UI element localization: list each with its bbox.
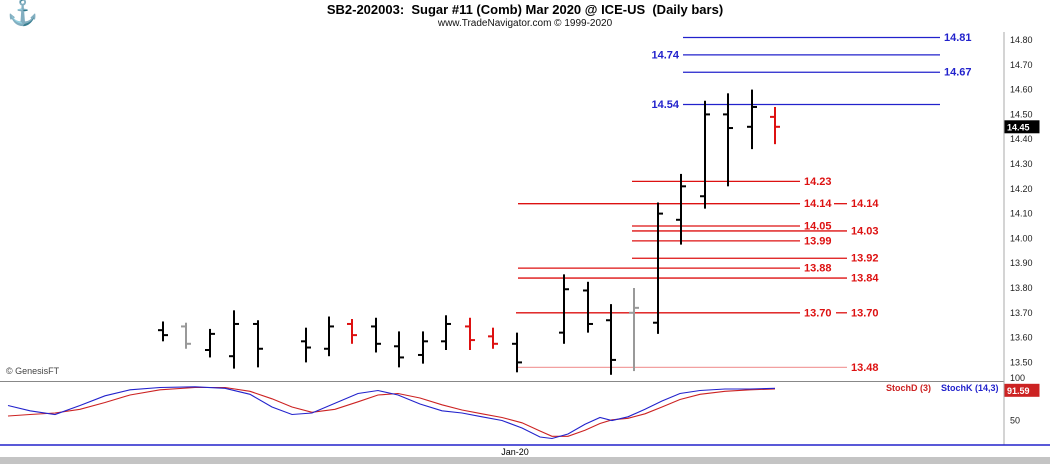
resistance-level-label: 14.67 xyxy=(944,67,972,79)
support-level-label: 13.84 xyxy=(851,273,879,285)
genesis-watermark: © GenesisFT xyxy=(6,366,60,376)
price-tick-label[interactable]: 14.50 xyxy=(1010,109,1033,119)
stoch-value-badge xyxy=(1004,383,1040,397)
price-tick-label[interactable]: 14.60 xyxy=(1010,85,1033,95)
stoch-tick-label[interactable]: 100 xyxy=(1010,373,1025,383)
stoch-tick-label[interactable]: 50 xyxy=(1010,416,1020,426)
support-level-label: 14.14 xyxy=(851,198,879,210)
resistance-level-label: 14.81 xyxy=(944,32,972,44)
price-tick-label[interactable]: 14.30 xyxy=(1010,159,1033,169)
price-tick-label[interactable]: 13.70 xyxy=(1010,308,1033,318)
support-level-label: 14.03 xyxy=(851,225,879,237)
support-level-label: 13.99 xyxy=(804,235,832,247)
price-tick-label[interactable]: 13.90 xyxy=(1010,258,1033,268)
price-tick-label[interactable]: 14.70 xyxy=(1010,60,1033,70)
stoch-d-label: StochD (3) xyxy=(886,383,931,393)
support-level-label: 13.92 xyxy=(851,253,879,265)
last-price-badge xyxy=(1004,120,1040,134)
chart-subtitle: www.TradeNavigator.com © 1999-2020 xyxy=(437,18,613,29)
stoch-k-label: StochK (14,3) xyxy=(941,383,999,393)
resistance-level-label: 14.74 xyxy=(651,49,679,61)
stoch-d-line xyxy=(7,386,776,437)
price-tick-label[interactable]: 14.20 xyxy=(1010,184,1033,194)
price-tick-label[interactable]: 14.80 xyxy=(1010,35,1033,45)
anchor-logo-icon: ⚓ xyxy=(7,0,39,27)
support-level-label: 13.88 xyxy=(804,263,832,275)
support-level-label: 14.05 xyxy=(804,221,832,233)
last-price-badge-value: 14.45 xyxy=(1007,122,1030,132)
resistance-level-label: 14.54 xyxy=(651,99,679,111)
price-tick-label[interactable]: 13.80 xyxy=(1010,283,1033,293)
support-level-label: 13.70 xyxy=(851,307,879,319)
price-tick-label[interactable]: 14.10 xyxy=(1010,209,1033,219)
support-level-label: 14.23 xyxy=(804,176,832,188)
price-tick-label[interactable]: 14.00 xyxy=(1010,233,1033,243)
support-level-label: 14.14 xyxy=(804,198,832,210)
support-level-label: 13.70 xyxy=(804,307,832,319)
price-tick-label[interactable]: 13.50 xyxy=(1010,357,1033,367)
stoch-k-line xyxy=(7,386,776,440)
price-tick-label[interactable]: 13.60 xyxy=(1010,333,1033,343)
chart-title: SB2-202003: Sugar #11 (Comb) Mar 2020 @ … xyxy=(326,2,724,17)
stoch-value-badge-value: 91.59 xyxy=(1007,386,1030,396)
x-axis-date-label: Jan-20 xyxy=(501,447,529,457)
price-tick-label[interactable]: 14.40 xyxy=(1010,134,1033,144)
window-bottom-edge xyxy=(0,457,1050,464)
support-level-label: 13.48 xyxy=(851,362,879,374)
